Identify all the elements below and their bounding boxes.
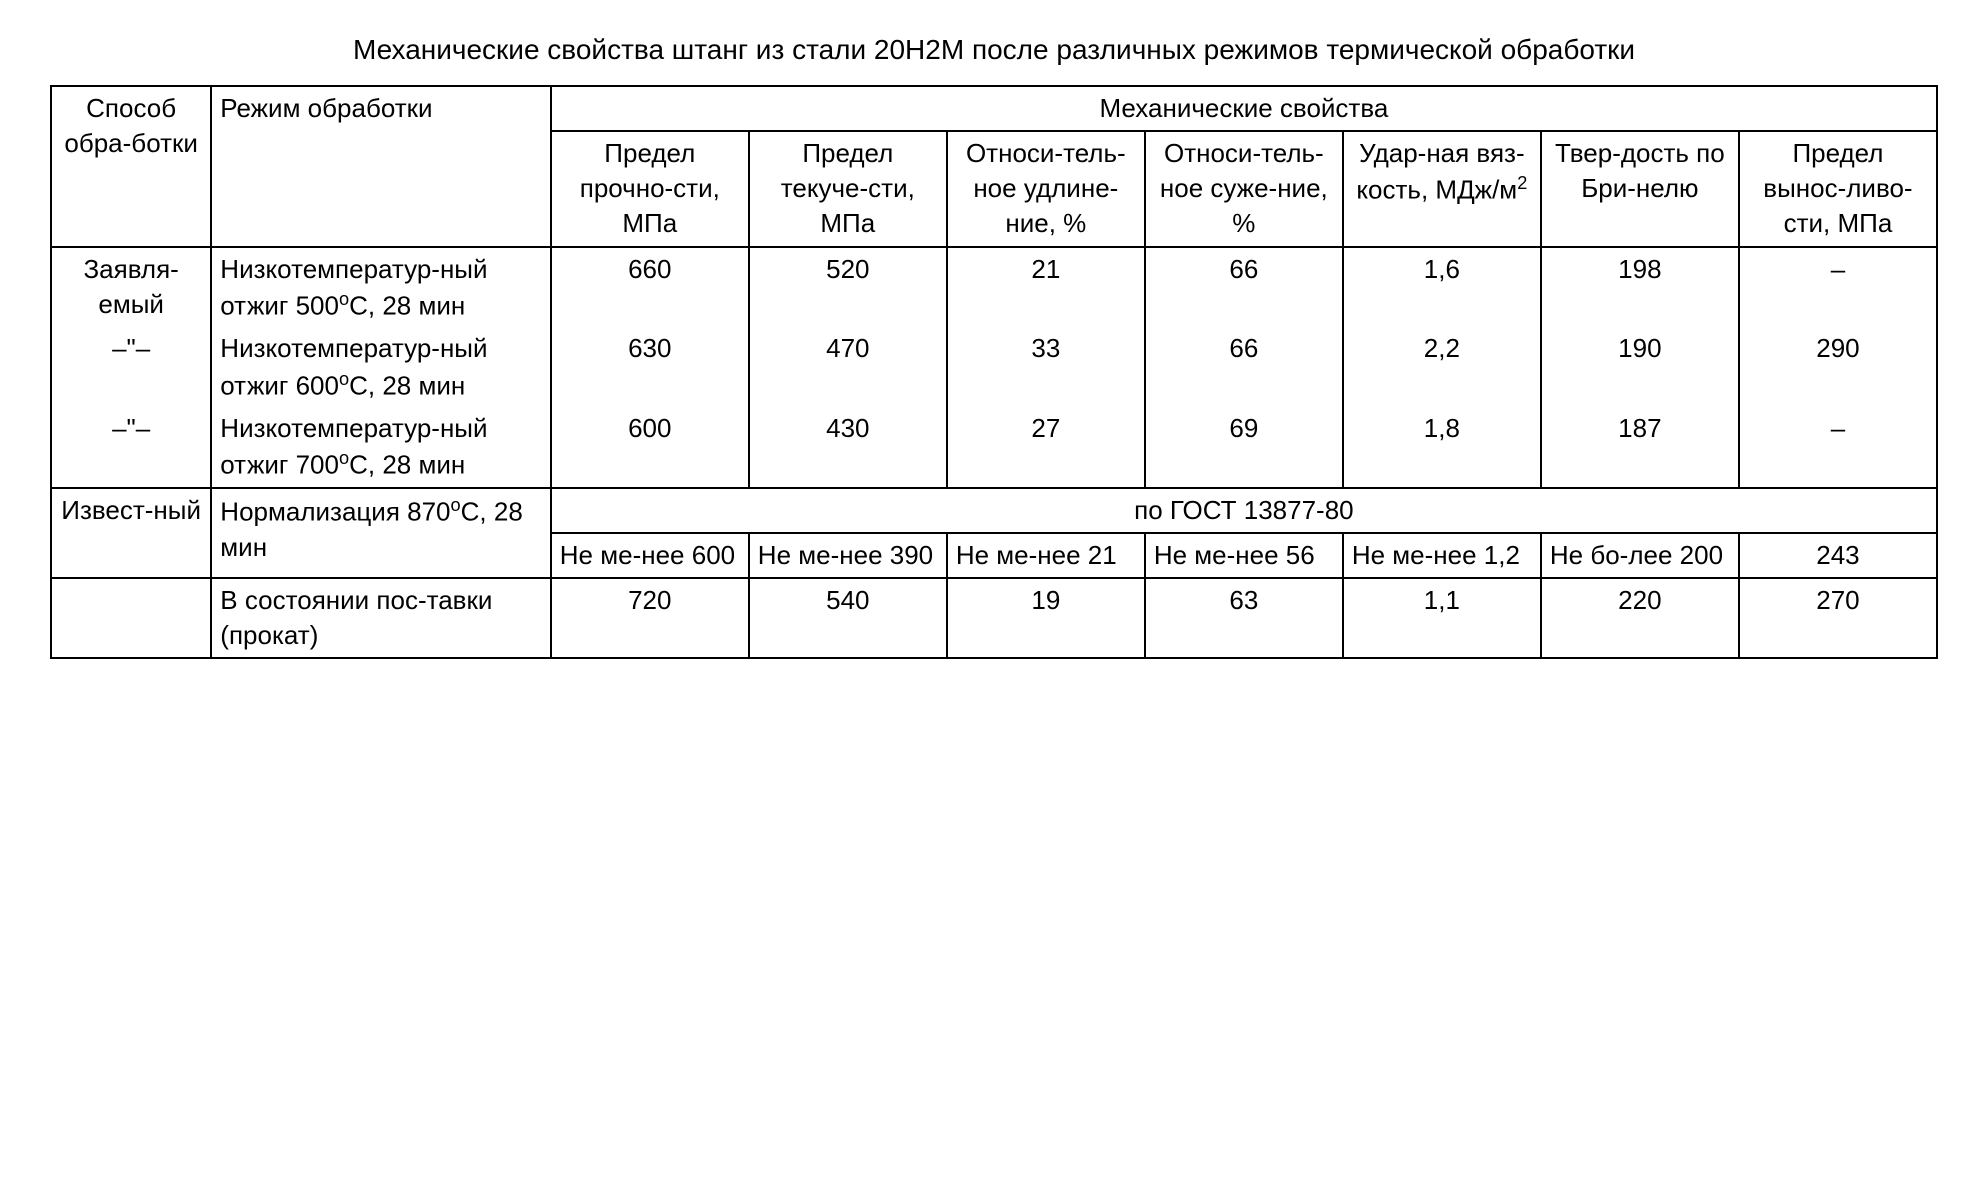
mode-text-post: С, 28 мин (349, 450, 465, 480)
cell-value: 33 (947, 327, 1145, 407)
cell-value: 630 (551, 327, 749, 407)
cell-gost: по ГОСТ 13877-80 (551, 488, 1937, 533)
cell-method: Извест-ный (51, 488, 211, 578)
cell-value: 187 (1541, 407, 1739, 488)
table-row: –"– Низкотемператур-ный отжиг 600оС, 28 … (51, 327, 1937, 407)
header-contraction: Относи-тель-ное суже-ние, % (1145, 131, 1343, 246)
header-impact: Удар-ная вяз-кость, МДж/м2 (1343, 131, 1541, 246)
cell-value: Не ме-нее 56 (1145, 533, 1343, 578)
table-row: –"– Низкотемператур-ный отжиг 700оС, 28 … (51, 407, 1937, 488)
page-title: Механические свойства штанг из стали 20Н… (50, 30, 1938, 69)
cell-value: 2,2 (1343, 327, 1541, 407)
cell-method (51, 578, 211, 658)
cell-value: 66 (1145, 327, 1343, 407)
header-strength: Предел прочно-сти, МПа (551, 131, 749, 246)
table-row: Заявля-емый Низкотемператур-ный отжиг 50… (51, 247, 1937, 328)
cell-value: Не бо-лее 200 (1541, 533, 1739, 578)
cell-value: 19 (947, 578, 1145, 658)
cell-mode: Низкотемператур-ный отжиг 700оС, 28 мин (211, 407, 550, 488)
cell-value: 198 (1541, 247, 1739, 328)
mode-degree: о (339, 369, 349, 389)
header-elongation: Относи-тель-ное удлине-ние, % (947, 131, 1145, 246)
cell-value: 290 (1739, 327, 1937, 407)
cell-value: 27 (947, 407, 1145, 488)
cell-value: 1,6 (1343, 247, 1541, 328)
cell-value: 63 (1145, 578, 1343, 658)
header-impact-sup: 2 (1517, 173, 1527, 193)
cell-value: Не ме-нее 1,2 (1343, 533, 1541, 578)
mode-degree: о (339, 448, 349, 468)
mode-degree: о (451, 495, 461, 515)
cell-value: 190 (1541, 327, 1739, 407)
cell-value: 243 (1739, 533, 1937, 578)
cell-value: 540 (749, 578, 947, 658)
cell-value: 660 (551, 247, 749, 328)
cell-method: –"– (51, 407, 211, 488)
table-row-gost: Извест-ный Нормализация 870оС, 28 мин по… (51, 488, 1937, 533)
cell-value: 430 (749, 407, 947, 488)
header-method: Способ обра-ботки (51, 86, 211, 246)
cell-method: Заявля-емый (51, 247, 211, 328)
cell-value: 270 (1739, 578, 1937, 658)
cell-value: 66 (1145, 247, 1343, 328)
cell-value: Не ме-нее 21 (947, 533, 1145, 578)
cell-value: – (1739, 407, 1937, 488)
mode-text-post: С, 28 мин (349, 370, 465, 400)
header-hardness: Твер-дость по Бри-нелю (1541, 131, 1739, 246)
cell-value: 21 (947, 247, 1145, 328)
cell-value: 600 (551, 407, 749, 488)
mode-text-post: С, 28 мин (349, 290, 465, 320)
cell-method: –"– (51, 327, 211, 407)
cell-value: 69 (1145, 407, 1343, 488)
header-impact-text: Удар-ная вяз-кость, МДж/м (1356, 138, 1524, 205)
mode-degree: о (339, 289, 349, 309)
cell-value: Не ме-нее 600 (551, 533, 749, 578)
cell-value: 220 (1541, 578, 1739, 658)
properties-table: Способ обра-ботки Режим обработки Механи… (50, 85, 1938, 659)
cell-mode: В состоянии пос-тавки (прокат) (211, 578, 550, 658)
header-row-1: Способ обра-ботки Режим обработки Механи… (51, 86, 1937, 131)
table-row: В состоянии пос-тавки (прокат) 720 540 1… (51, 578, 1937, 658)
cell-value: 1,8 (1343, 407, 1541, 488)
cell-value: 520 (749, 247, 947, 328)
header-props-group: Механические свойства (551, 86, 1937, 131)
cell-value: 470 (749, 327, 947, 407)
cell-value: – (1739, 247, 1937, 328)
cell-value: 1,1 (1343, 578, 1541, 658)
header-endurance: Предел вынос-ливо-сти, МПа (1739, 131, 1937, 246)
header-mode: Режим обработки (211, 86, 550, 246)
mode-text-pre: Нормализация 870 (220, 497, 450, 527)
cell-mode: Нормализация 870оС, 28 мин (211, 488, 550, 578)
cell-mode: Низкотемператур-ный отжиг 500оС, 28 мин (211, 247, 550, 328)
cell-mode: Низкотемператур-ный отжиг 600оС, 28 мин (211, 327, 550, 407)
cell-value: Не ме-нее 390 (749, 533, 947, 578)
header-yield: Предел текуче-сти, МПа (749, 131, 947, 246)
cell-value: 720 (551, 578, 749, 658)
